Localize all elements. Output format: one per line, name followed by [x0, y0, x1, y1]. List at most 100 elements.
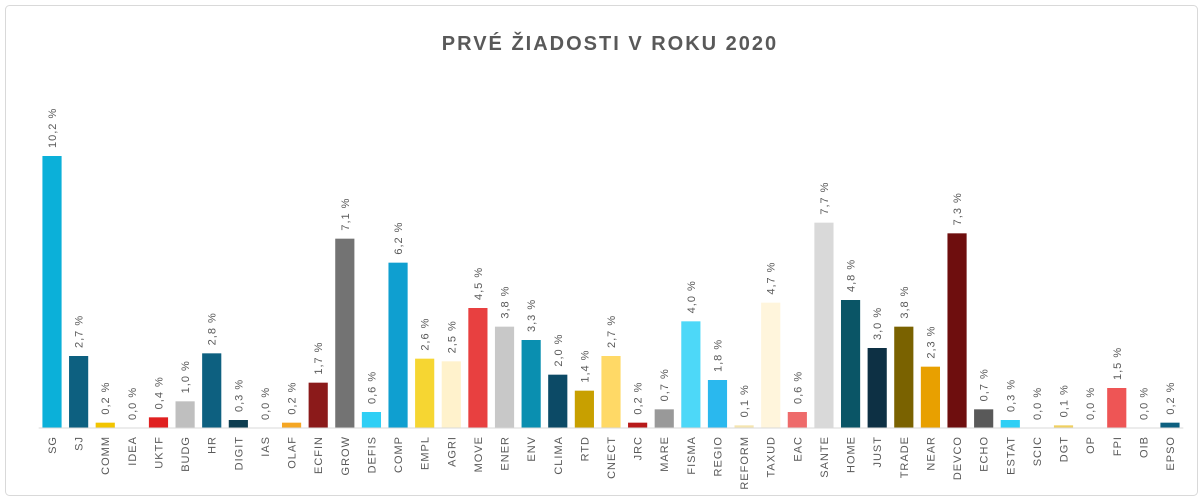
x-tick-label: REGIO	[712, 436, 724, 476]
value-label: 0,0 %	[127, 387, 139, 420]
bar	[947, 233, 967, 428]
bar	[521, 340, 541, 428]
x-tick-label: GROW	[340, 436, 352, 475]
x-tick-label: ESTAT	[1005, 436, 1017, 475]
value-label: 0,4 %	[153, 376, 165, 409]
value-label: 7,3 %	[952, 192, 964, 225]
x-tick-label: FPI	[1112, 436, 1124, 456]
chart-title: PRVÉ ŽIADOSTI V ROKU 2020	[442, 31, 778, 55]
value-label: 0,0 %	[1085, 387, 1097, 420]
x-tick-label: DEVCO	[952, 436, 964, 480]
value-label: 0,6 %	[366, 371, 378, 404]
x-tick-label: MOVE	[473, 436, 485, 472]
x-tick-label: HR	[207, 436, 219, 454]
value-label: 1,5 %	[1112, 347, 1124, 380]
bar	[601, 356, 621, 428]
value-label: 4,5 %	[473, 267, 485, 300]
value-label: 2,5 %	[446, 320, 458, 353]
bar	[1000, 420, 1020, 428]
bar	[920, 366, 941, 428]
x-tick-label: JUST	[872, 436, 884, 468]
value-label: 0,6 %	[792, 371, 804, 404]
bar	[415, 358, 435, 428]
x-tick-label: TAXUD	[766, 436, 778, 477]
value-label: 0,7 %	[659, 368, 671, 401]
value-label: 0,2 %	[633, 382, 645, 415]
bar	[1160, 422, 1180, 428]
x-tick-label: OIB	[1138, 436, 1150, 458]
bar	[734, 425, 754, 428]
value-label: 0,3 %	[233, 379, 245, 412]
value-label: 7,7 %	[819, 182, 831, 215]
bar	[814, 222, 834, 428]
value-label: 1,4 %	[579, 350, 591, 383]
bar	[787, 412, 807, 428]
x-tick-label: REFORM	[739, 436, 751, 490]
x-tick-label: COMP	[393, 436, 405, 473]
value-label: 4,7 %	[766, 262, 778, 295]
bar	[548, 374, 568, 428]
value-label: 0,2 %	[287, 382, 299, 415]
bar	[681, 321, 701, 428]
x-tick-label: ECHO	[979, 436, 991, 472]
bar	[707, 380, 728, 428]
x-tick-label: EPSO	[1165, 436, 1177, 471]
x-tick-label: CNECT	[606, 436, 618, 479]
x-tick-label: TRADE	[899, 436, 911, 478]
bar	[574, 390, 594, 428]
x-tick-label: RTD	[579, 436, 591, 461]
value-label: 10,2 %	[47, 108, 59, 148]
x-tick-label: COMM	[100, 436, 112, 475]
x-tick-label: OLAF	[287, 436, 299, 469]
x-tick-label: CLIMA	[553, 436, 565, 475]
value-label: 1,0 %	[180, 360, 192, 393]
value-label: 2,7 %	[74, 315, 86, 348]
x-tick-label: ENV	[526, 436, 538, 462]
value-label: 0,0 %	[1032, 387, 1044, 420]
x-tick-label: JRC	[633, 436, 645, 460]
x-tick-label: DIGIT	[233, 436, 245, 470]
value-label: 6,2 %	[393, 222, 405, 255]
x-tick-label: IDEA	[127, 436, 139, 466]
value-label: 0,2 %	[100, 382, 112, 415]
x-tick-label: OP	[1085, 436, 1097, 454]
bar	[42, 156, 62, 428]
bar	[840, 300, 861, 428]
value-label: 0,1 %	[739, 384, 751, 417]
x-tick-label: EAC	[792, 436, 804, 462]
x-tick-label: IAS	[260, 436, 272, 457]
bar	[388, 262, 408, 428]
value-label: 2,7 %	[606, 315, 618, 348]
bar	[202, 353, 222, 428]
x-tick-label: AGRI	[446, 436, 458, 467]
value-label: 4,8 %	[846, 259, 858, 292]
bar	[441, 361, 461, 428]
x-tick-label: NEAR	[925, 436, 937, 471]
value-label: 1,7 %	[313, 342, 325, 375]
value-label: 2,8 %	[207, 312, 219, 345]
value-label: 7,1 %	[340, 198, 352, 231]
bar	[974, 409, 994, 428]
bar	[468, 308, 488, 428]
bar	[761, 302, 781, 428]
value-label: 0,2 %	[1165, 382, 1177, 415]
value-label: 0,0 %	[260, 387, 272, 420]
value-label: 3,8 %	[899, 286, 911, 319]
bar	[867, 348, 887, 428]
bar	[335, 238, 355, 428]
value-label: 2,3 %	[925, 326, 937, 359]
bar	[654, 409, 674, 428]
x-tick-label: SANTE	[819, 436, 831, 478]
value-label: 0,0 %	[1138, 387, 1150, 420]
x-tick-label: SJ	[74, 436, 86, 451]
bar	[1107, 388, 1127, 428]
value-label: 1,8 %	[712, 339, 724, 372]
bar	[228, 420, 248, 428]
value-label: 0,1 %	[1059, 384, 1071, 417]
x-tick-label: UKTF	[153, 436, 165, 469]
x-tick-label: BUDG	[180, 436, 192, 472]
x-tick-label: DGT	[1059, 436, 1071, 462]
x-tick-label: ENER	[500, 436, 512, 471]
x-tick-label: SG	[47, 436, 59, 454]
